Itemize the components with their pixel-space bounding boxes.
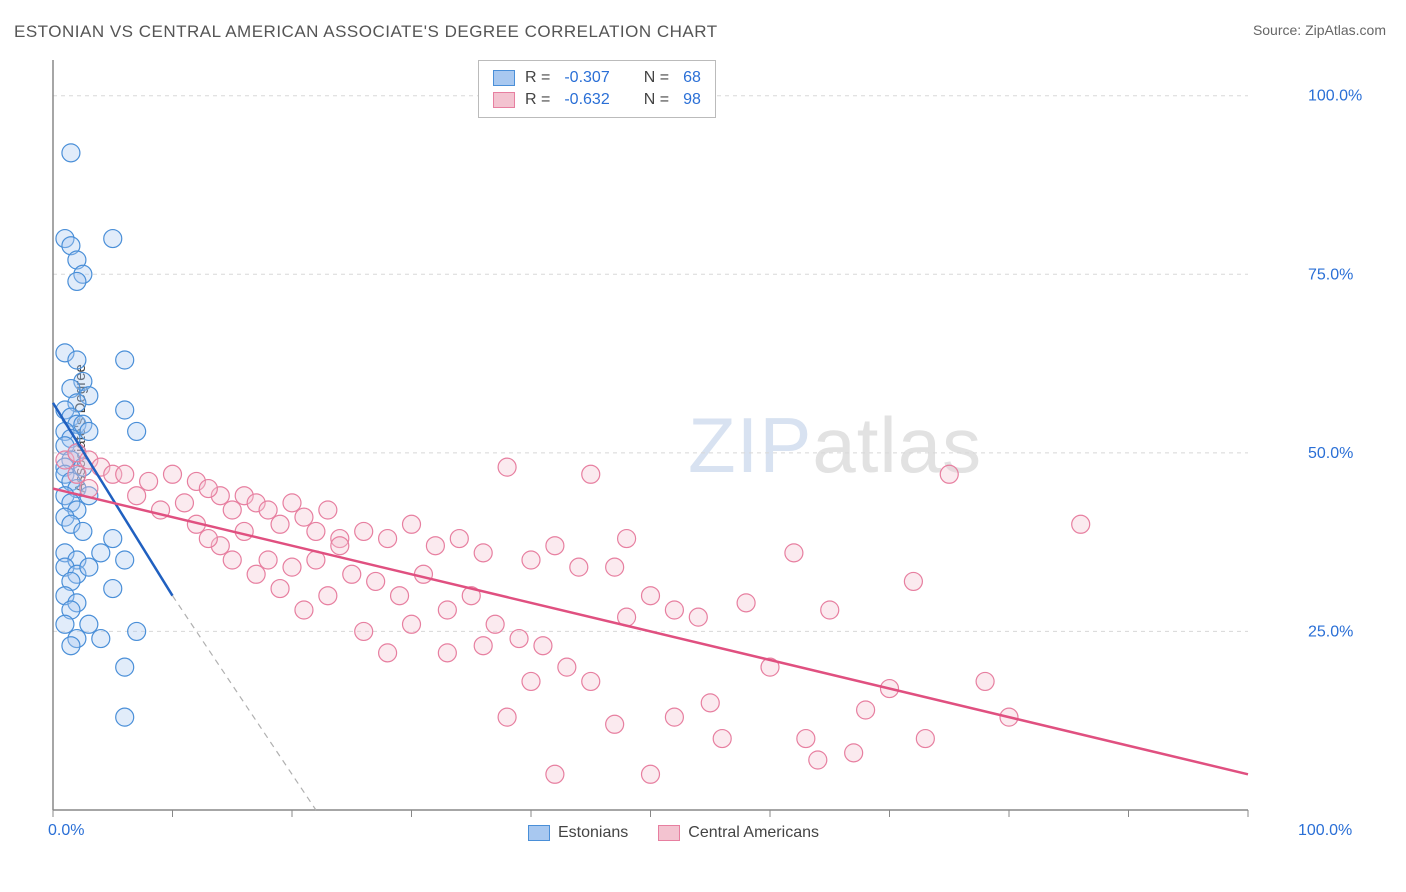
x-axis-min-label: 0.0% — [48, 822, 84, 840]
r-label: R = — [525, 91, 550, 109]
legend-label-0: Estonians — [558, 824, 628, 842]
chart-title: ESTONIAN VS CENTRAL AMERICAN ASSOCIATE'S… — [14, 22, 718, 42]
chart-area: Associate's Degree ZIPatlas 25.0%50.0%75… — [48, 50, 1368, 840]
n-value-0: 68 — [683, 69, 701, 87]
svg-text:50.0%: 50.0% — [1308, 445, 1353, 462]
n-value-1: 98 — [683, 91, 701, 109]
legend-swatch-1 — [493, 92, 515, 108]
svg-text:25.0%: 25.0% — [1308, 623, 1353, 640]
legend-swatch-0 — [493, 70, 515, 86]
svg-text:100.0%: 100.0% — [1308, 88, 1362, 105]
legend-swatch-central-americans — [658, 825, 680, 841]
r-label: R = — [525, 69, 550, 87]
n-label: N = — [644, 69, 669, 87]
legend-swatch-estonians — [528, 825, 550, 841]
legend-stats-row-1: R = -0.632 N = 98 — [493, 89, 701, 111]
x-axis-max-label: 100.0% — [1298, 822, 1352, 840]
source-label: Source: ZipAtlas.com — [1253, 22, 1386, 38]
legend-item-1: Central Americans — [658, 824, 819, 842]
legend-label-1: Central Americans — [688, 824, 819, 842]
svg-text:75.0%: 75.0% — [1308, 266, 1353, 283]
legend-stats: R = -0.307 N = 68 R = -0.632 N = 98 — [478, 60, 716, 118]
legend-item-0: Estonians — [528, 824, 628, 842]
r-value-0: -0.307 — [564, 69, 609, 87]
legend-series: Estonians Central Americans — [528, 824, 819, 842]
n-label: N = — [644, 91, 669, 109]
legend-stats-row-0: R = -0.307 N = 68 — [493, 67, 701, 89]
scatter-plot: 25.0% 50.0% 75.0% 100.0% — [48, 50, 1368, 840]
r-value-1: -0.632 — [564, 91, 609, 109]
